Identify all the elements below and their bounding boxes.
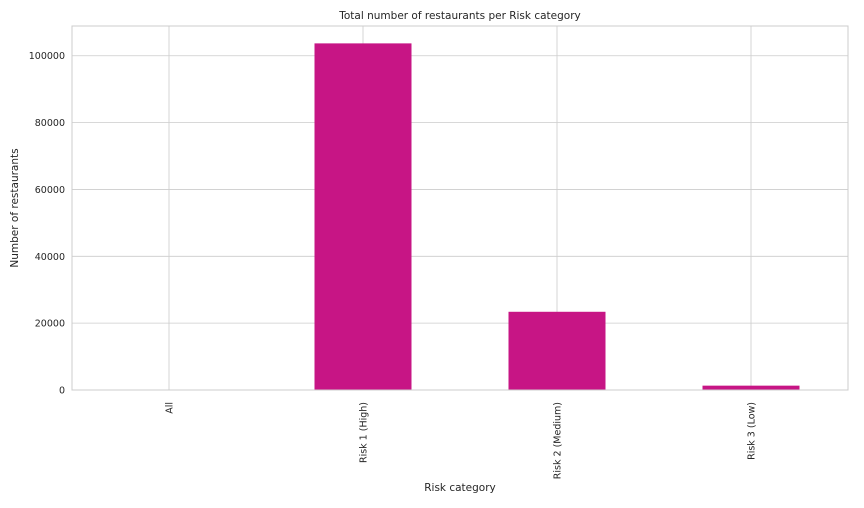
grid-layer: [72, 26, 848, 390]
chart-title: Total number of restaurants per Risk cat…: [338, 10, 580, 22]
bar: [703, 386, 800, 390]
bar: [509, 312, 606, 390]
x-tick-label: All: [165, 402, 176, 414]
y-tick-label: 40000: [35, 252, 65, 263]
x-tick-label: Risk 3 (Low): [747, 402, 758, 460]
x-tick-label: Risk 1 (High): [359, 402, 370, 463]
x-tick-label: Risk 2 (Medium): [553, 402, 564, 479]
y-tick-label: 60000: [35, 185, 65, 196]
y-tick-label: 80000: [35, 118, 65, 129]
bar: [315, 43, 412, 390]
bars-layer: [121, 43, 800, 390]
y-tick-labels: 0 20000 40000 60000 80000 100000: [29, 51, 65, 396]
y-tick-label: 20000: [35, 319, 65, 330]
plot-border: [72, 26, 848, 390]
x-tick-labels: All Risk 1 (High) Risk 2 (Medium) Risk 3 (L…: [165, 402, 758, 479]
y-tick-label: 100000: [29, 51, 65, 62]
y-tick-label: 0: [59, 386, 65, 397]
plot-frame: [72, 26, 848, 390]
x-axis-label: Risk category: [424, 482, 496, 494]
y-axis-label: Number of restaurants: [9, 148, 21, 267]
